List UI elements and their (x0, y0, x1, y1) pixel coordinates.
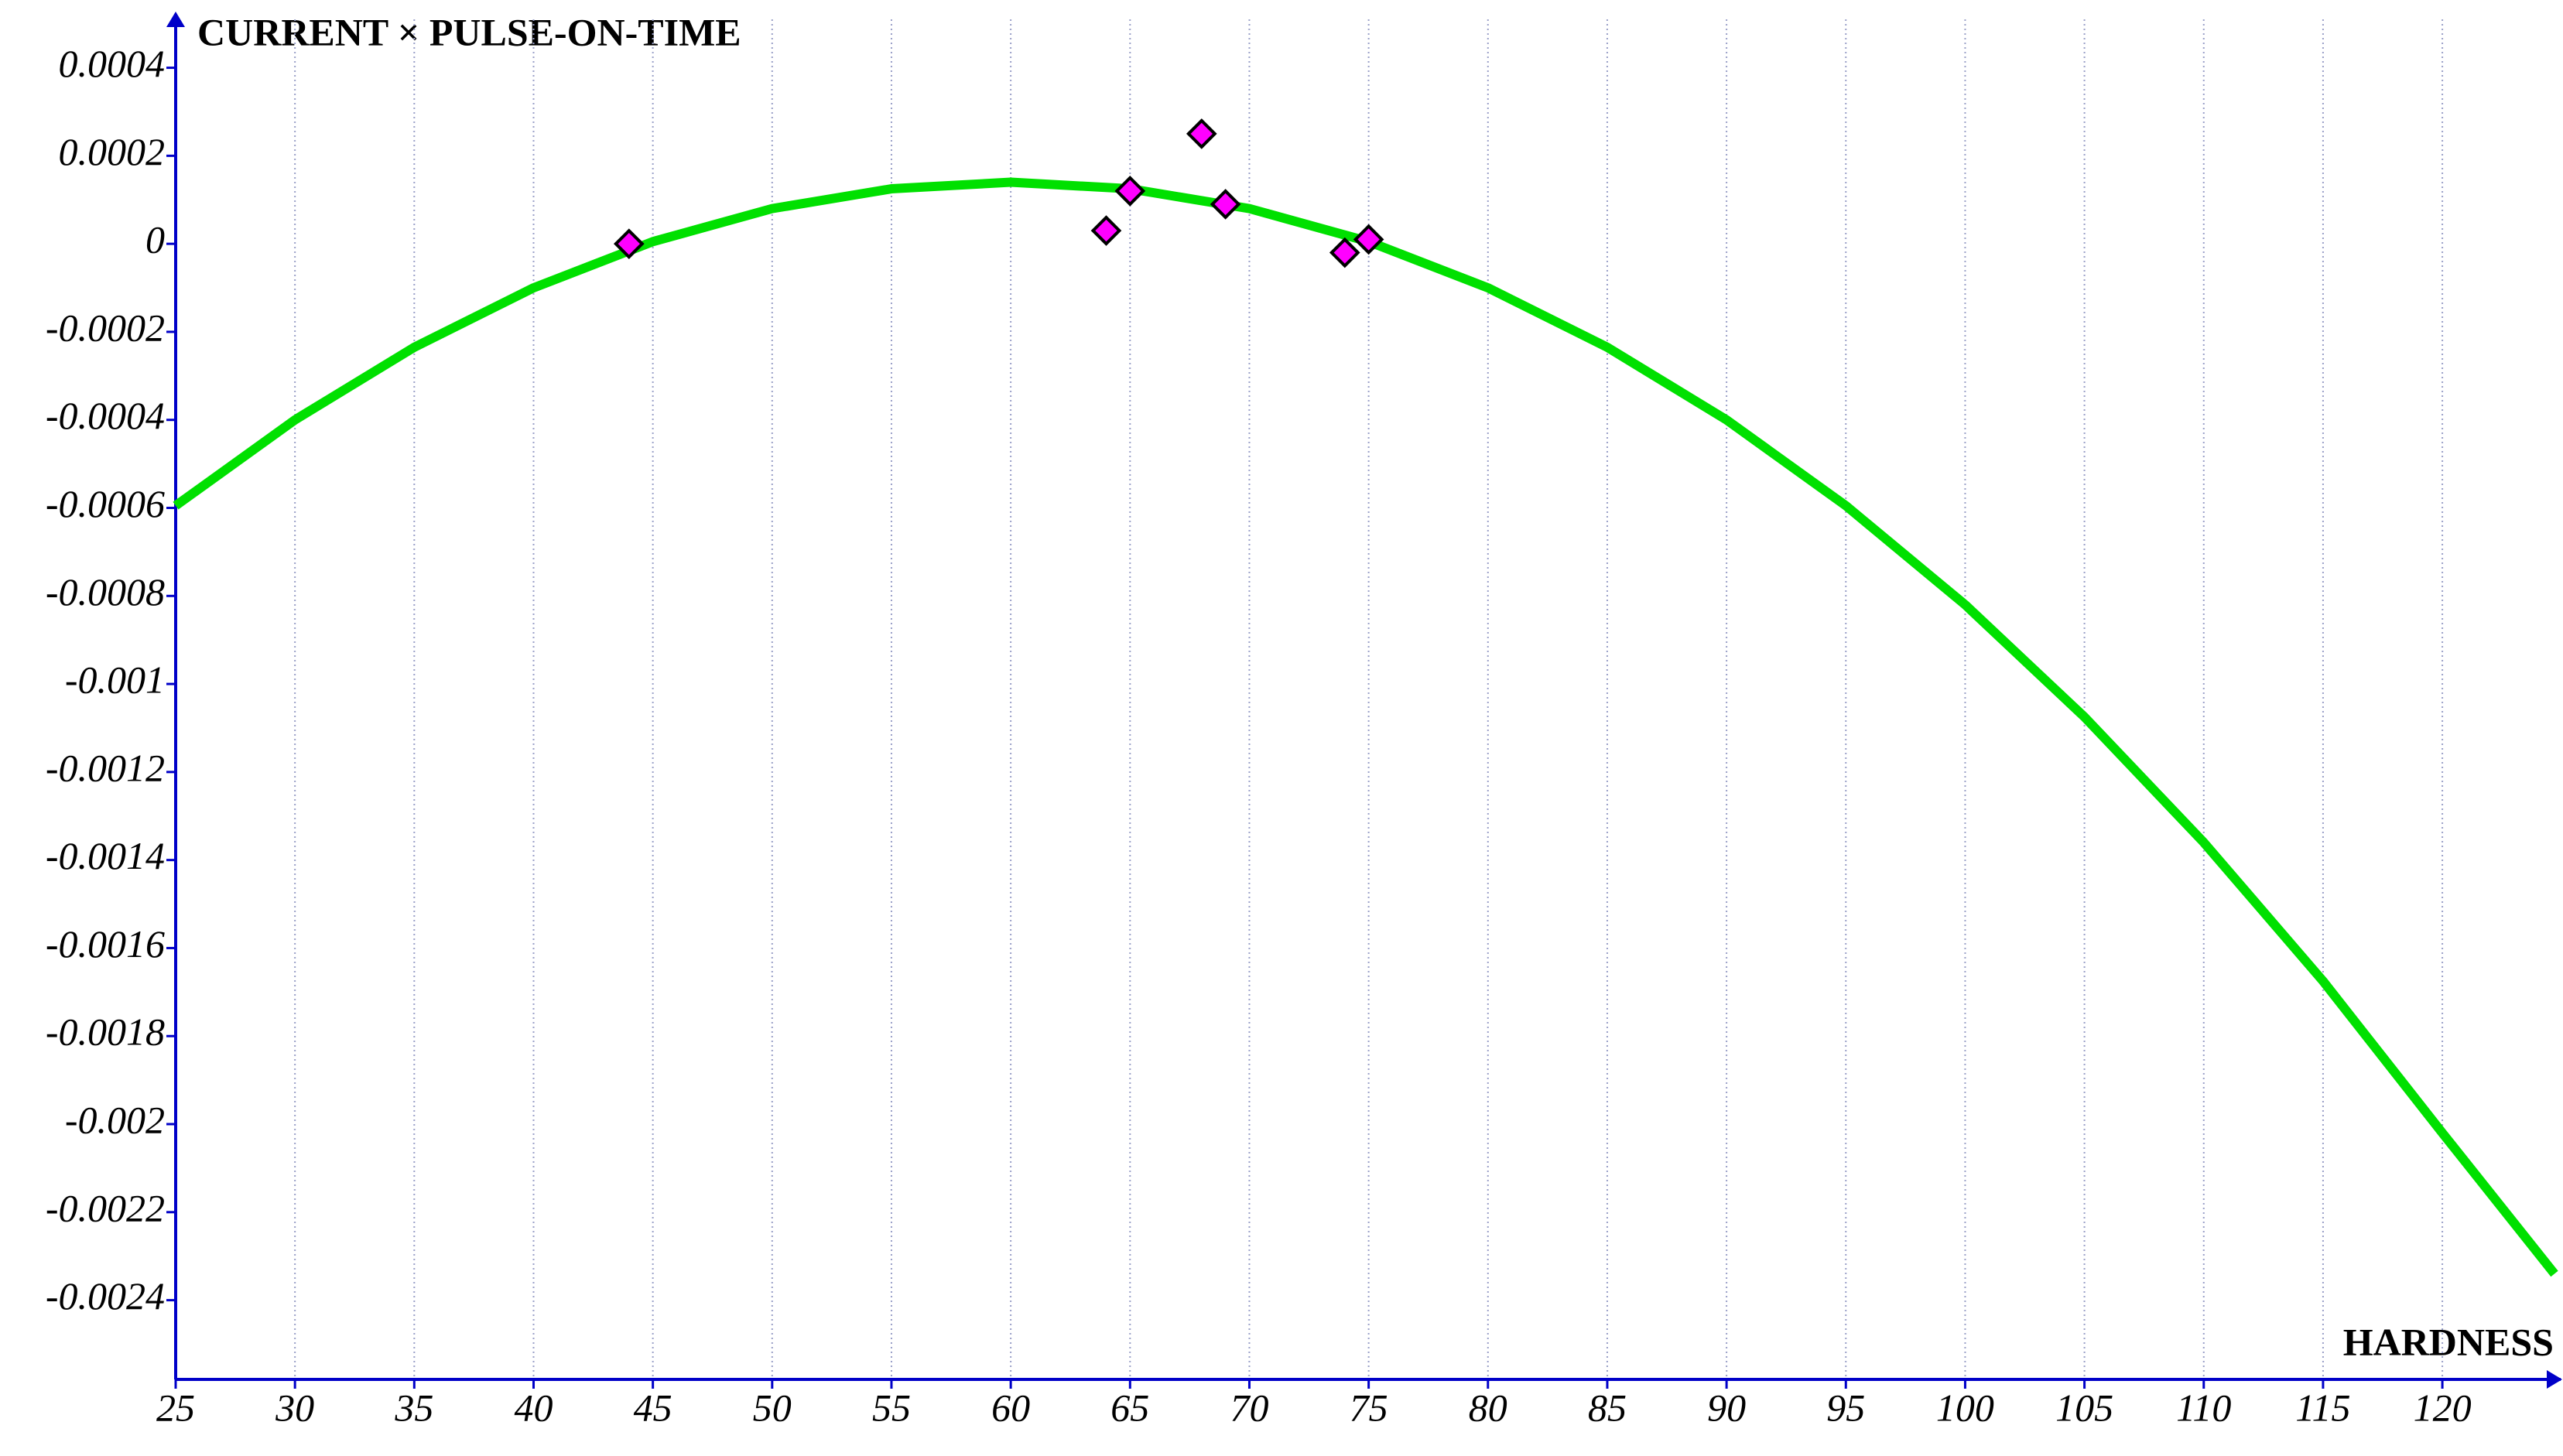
y-tick-label: -0.0002 (46, 306, 165, 349)
data-point (1090, 215, 1122, 246)
x-tick-label: 55 (872, 1386, 911, 1429)
y-tick-label: -0.002 (65, 1098, 165, 1141)
data-point (1210, 189, 1241, 220)
y-tick-label: -0.0008 (46, 570, 165, 614)
y-tick-label: -0.0014 (46, 834, 165, 877)
x-tick-label: 120 (2414, 1386, 2472, 1429)
y-axis-arrow (166, 12, 185, 27)
x-tick-label: 95 (1826, 1386, 1865, 1429)
x-tick-label: 50 (753, 1386, 792, 1429)
x-tick-label: 70 (1230, 1386, 1268, 1429)
x-tick-label: 45 (634, 1386, 672, 1429)
y-tick-label: -0.0016 (46, 922, 165, 966)
x-tick-label: 40 (514, 1386, 553, 1429)
data-point (1186, 118, 1217, 149)
y-tick-label: 0.0004 (59, 42, 166, 85)
y-tick-label: 0.0002 (59, 130, 166, 173)
y-tick-label: -0.0012 (46, 746, 165, 789)
x-tick-label: 65 (1110, 1386, 1149, 1429)
data-point (1353, 224, 1384, 255)
x-tick-label: 80 (1469, 1386, 1507, 1429)
x-tick-label: 105 (2055, 1386, 2113, 1429)
x-axis-title: HARDNESS (2343, 1320, 2554, 1363)
x-tick-label: 85 (1588, 1386, 1627, 1429)
x-tick-label: 25 (156, 1386, 195, 1429)
x-tick-label: 30 (275, 1386, 314, 1429)
y-tick-label: -0.0024 (46, 1274, 165, 1318)
data-point (1329, 237, 1360, 268)
y-tick-label: -0.0018 (46, 1010, 165, 1054)
x-tick-label: 60 (991, 1386, 1030, 1429)
x-axis-arrow (2547, 1370, 2562, 1389)
x-tick-label: 35 (394, 1386, 433, 1429)
y-axis-title: CURRENT × PULSE-ON-TIME (197, 10, 741, 53)
y-tick-label: -0.001 (65, 658, 165, 702)
y-tick-label: -0.0004 (46, 394, 165, 437)
x-tick-label: 110 (2176, 1386, 2231, 1429)
y-tick-label: -0.0022 (46, 1186, 165, 1229)
x-tick-label: 100 (1936, 1386, 1994, 1429)
data-point (1114, 176, 1146, 207)
y-tick-label: 0 (145, 218, 165, 261)
y-tick-label: -0.0006 (46, 482, 165, 525)
data-point (613, 228, 645, 259)
fit-curve (173, 177, 2558, 1277)
x-tick-label: 90 (1707, 1386, 1746, 1429)
x-tick-label: 75 (1350, 1386, 1388, 1429)
x-tick-label: 115 (2295, 1386, 2350, 1429)
